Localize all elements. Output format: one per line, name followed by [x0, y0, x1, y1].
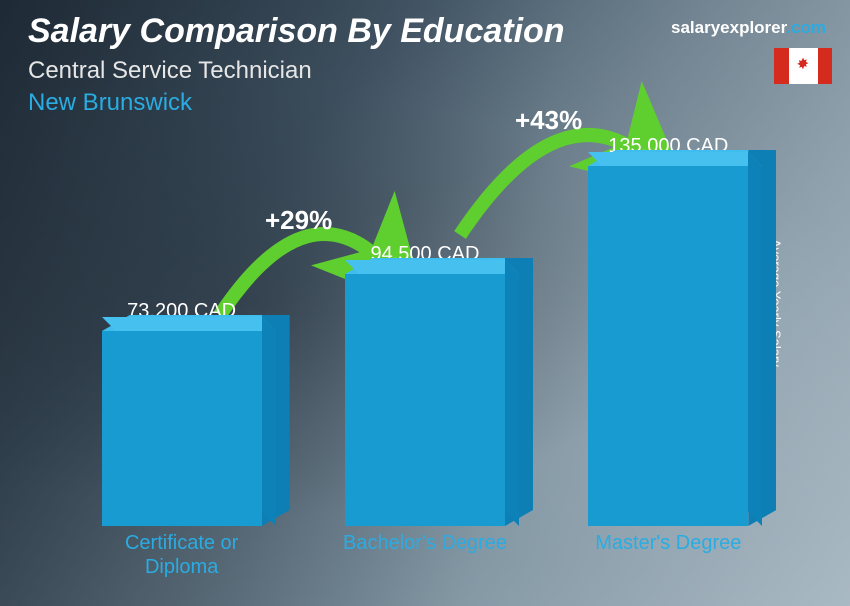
flag-band-left: [774, 48, 789, 84]
page-title: Salary Comparison By Education: [28, 12, 565, 51]
xlabel-0: Certificate or Diploma: [92, 531, 272, 586]
brand-domain: .com: [786, 18, 826, 37]
bar-chart: +29% +43% 73,200 CAD 94,500 CAD 135,000 …: [60, 140, 790, 586]
flag-band-right: [818, 48, 833, 84]
brand-name: salaryexplorer: [671, 18, 786, 37]
bar-certificate: 73,200 CAD: [92, 300, 272, 526]
bar-bachelor: 94,500 CAD: [335, 243, 515, 526]
country-flag: [774, 48, 832, 84]
increase-pct-2: +43%: [515, 105, 582, 136]
subtitle-role: Central Service Technician: [28, 57, 565, 85]
subtitle-region: New Brunswick: [28, 89, 565, 117]
xlabel-1: Bachelor's Degree: [335, 531, 515, 586]
bars-container: 73,200 CAD 94,500 CAD 135,000 CAD: [60, 140, 790, 526]
header: Salary Comparison By Education Central S…: [28, 12, 565, 117]
brand-logo: salaryexplorer.com: [671, 18, 826, 38]
xlabel-2: Master's Degree: [578, 531, 758, 586]
bar-master: 135,000 CAD: [578, 135, 758, 526]
bar-0: [102, 331, 262, 526]
bar-2: [588, 166, 748, 526]
flag-maple-leaf-icon: [789, 48, 818, 84]
x-axis-labels: Certificate or Diploma Bachelor's Degree…: [60, 531, 790, 586]
bar-1: [345, 274, 505, 526]
